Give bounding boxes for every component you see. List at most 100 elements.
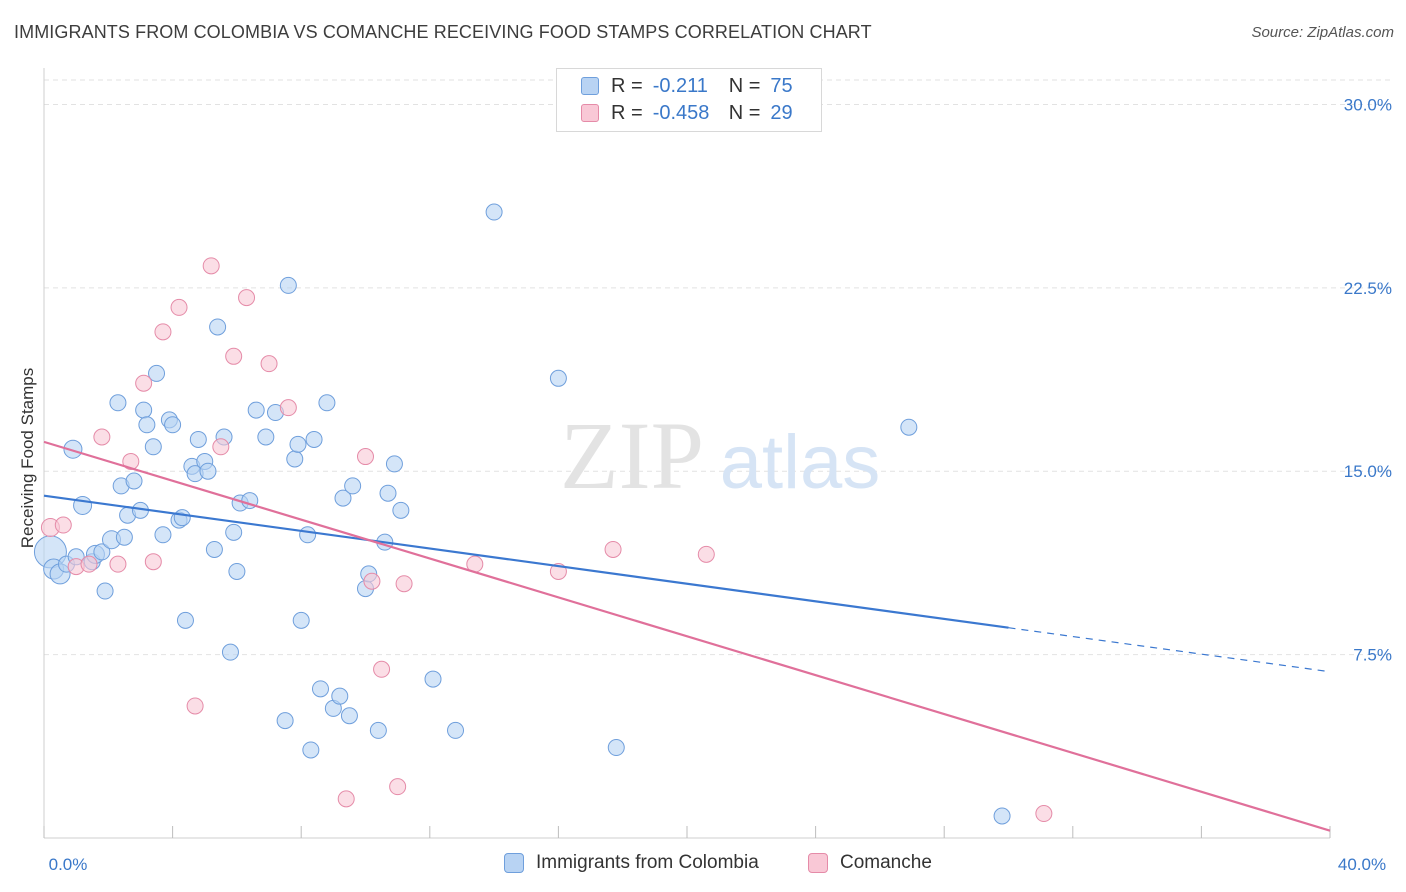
watermark-zip: ZIP	[560, 402, 704, 509]
point-colombia	[276, 712, 294, 730]
legend-r-label: R =	[611, 101, 643, 124]
point-comanche	[225, 347, 243, 365]
point-colombia	[148, 364, 166, 382]
point-colombia	[340, 707, 358, 725]
point-comanche	[154, 323, 172, 341]
point-colombia	[257, 428, 275, 446]
point-colombia	[379, 484, 397, 502]
axis-layer	[43, 68, 1331, 839]
point-comanche	[186, 697, 204, 715]
y-tick-label: 7.5%	[1353, 646, 1392, 665]
point-colombia	[424, 670, 442, 688]
point-comanche	[202, 257, 220, 275]
point-colombia	[247, 401, 265, 419]
point-colombia	[109, 394, 127, 412]
point-colombia	[392, 501, 410, 519]
trendline-comanche	[43, 440, 1331, 832]
point-comanche	[109, 555, 127, 573]
point-colombia	[209, 318, 227, 336]
point-colombia	[900, 418, 918, 436]
legend-row-comanche: R = -0.458 N = 29	[581, 100, 793, 126]
point-colombia	[115, 528, 133, 546]
legend-r-label: R =	[611, 74, 643, 97]
point-colombia	[225, 523, 243, 541]
labels-layer: 7.5% 15.0% 22.5% 30.0% 0.0% 40.0%	[49, 95, 1392, 874]
trendline-colombia	[43, 494, 1009, 629]
point-colombia	[279, 276, 297, 294]
point-colombia	[334, 489, 352, 507]
watermark: ZIP atlas	[560, 402, 880, 509]
point-colombia	[135, 401, 153, 419]
point-comanche	[357, 448, 374, 466]
legend-n-value: 75	[770, 74, 793, 97]
point-colombia	[164, 416, 182, 434]
bottom-legend-label: Immigrants from Colombia	[536, 852, 759, 873]
y-tick-label: 30.0%	[1344, 95, 1392, 114]
point-comanche	[395, 575, 413, 593]
source-label: Source: ZipAtlas.com	[1251, 24, 1394, 41]
point-comanche	[80, 555, 98, 573]
point-comanche	[212, 438, 230, 456]
point-colombia	[311, 680, 329, 698]
point-colombia	[144, 438, 162, 456]
bottom-legend-swatch-blue	[504, 853, 524, 873]
point-colombia	[93, 543, 111, 561]
point-comanche	[93, 428, 111, 446]
bottom-legend-comanche: Comanche	[808, 852, 932, 874]
point-colombia	[369, 721, 387, 739]
chart-title: IMMIGRANTS FROM COLOMBIA VS COMANCHE REC…	[14, 22, 872, 42]
legend-n-label: N =	[728, 101, 761, 124]
bottom-legend-label: Comanche	[840, 852, 932, 873]
point-colombia	[199, 462, 217, 480]
y-tick-label: 22.5%	[1344, 279, 1392, 298]
bottom-legend-colombia: Immigrants from Colombia	[504, 852, 759, 874]
point-colombia	[189, 430, 207, 448]
point-colombia	[228, 562, 246, 580]
point-comanche	[279, 399, 297, 417]
point-colombia	[286, 450, 304, 468]
watermark-atlas: atlas	[720, 420, 881, 505]
point-comanche	[1035, 805, 1053, 823]
point-colombia	[173, 509, 191, 527]
point-colombia	[154, 526, 172, 544]
y-tick-label: 15.0%	[1344, 462, 1392, 481]
point-comanche	[260, 355, 278, 373]
point-colombia	[302, 741, 320, 759]
x-tick-label: 0.0%	[49, 855, 88, 874]
point-colombia	[299, 526, 317, 544]
point-comanche	[389, 778, 407, 796]
point-colombia	[385, 455, 403, 473]
legend-r-value: -0.211	[652, 74, 708, 97]
point-colombia	[138, 416, 156, 434]
point-comanche	[697, 545, 715, 563]
point-colombia	[485, 203, 503, 221]
legend-r-value: -0.458	[652, 101, 710, 124]
point-colombia	[607, 739, 625, 757]
point-colombia	[205, 540, 223, 558]
point-colombia	[549, 369, 567, 387]
point-comanche	[135, 374, 153, 392]
point-colombia	[318, 394, 336, 412]
point-comanche	[373, 660, 391, 678]
y-axis-label: Receiving Food Stamps	[18, 368, 37, 548]
point-comanche	[363, 572, 381, 590]
point-comanche	[144, 553, 162, 571]
legend-n-label: N =	[728, 74, 761, 97]
point-colombia	[331, 687, 349, 705]
legend-swatch-blue	[581, 77, 599, 95]
point-colombia	[344, 477, 362, 495]
trendline-colombia-extension	[1008, 627, 1331, 673]
correlation-legend: R = -0.211 N = 75 R = -0.458 N = 29	[556, 68, 822, 132]
point-colombia	[292, 611, 310, 629]
bottom-legend-swatch-pink	[808, 853, 828, 873]
legend-n-value: 29	[770, 101, 793, 124]
legend-swatch-pink	[581, 104, 599, 122]
point-colombia	[125, 472, 143, 490]
grid-layer	[44, 79, 1392, 656]
x-tick-label: 40.0%	[1338, 855, 1386, 874]
legend-row-colombia: R = -0.211 N = 75	[581, 73, 793, 99]
point-comanche	[238, 289, 256, 307]
point-colombia	[289, 435, 307, 453]
point-colombia	[176, 611, 194, 629]
